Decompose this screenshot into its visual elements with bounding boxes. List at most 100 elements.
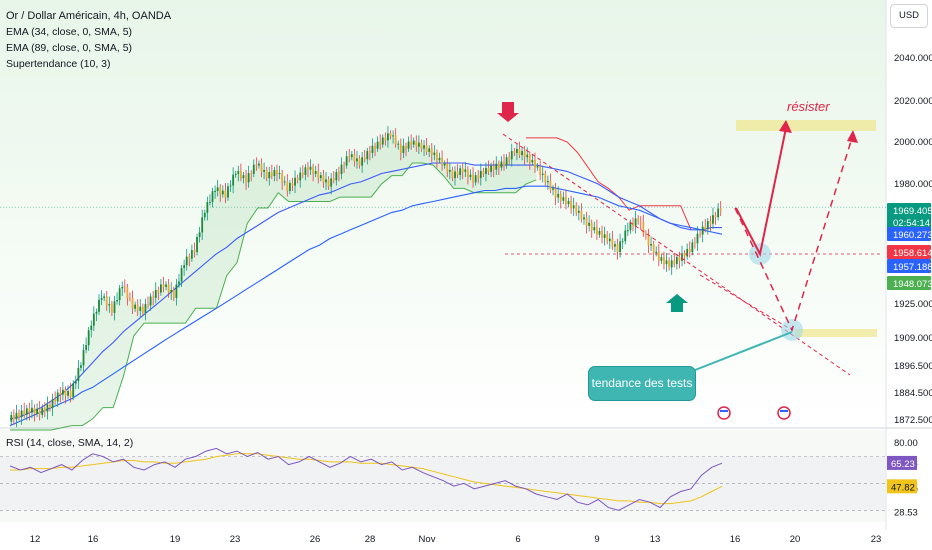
candle-body: [639, 221, 642, 223]
candle-body: [497, 163, 500, 168]
candle-body: [642, 222, 645, 234]
time-tick-label: 16: [730, 534, 741, 545]
candle-body: [46, 404, 49, 412]
candle-body: [157, 289, 160, 293]
candle-body: [108, 304, 111, 306]
price-tick-label: 1884.500: [894, 388, 932, 399]
drawings[interactable]: [497, 102, 880, 420]
candle-body: [252, 164, 255, 174]
candle-body: [521, 151, 523, 156]
price-tick-label: 2020.000: [894, 96, 932, 107]
candle-body: [448, 169, 451, 172]
price-tick-label: 1925.000: [894, 299, 932, 310]
candle-body: [224, 190, 227, 198]
indicator-ema89[interactable]: EMA (89, close, 0, SMA, 5): [6, 42, 133, 54]
ema89-line: [9, 185, 723, 427]
price-axis[interactable]: 2040.000 2020.000 2000.000 1980.000 1925.000…: [894, 53, 932, 426]
candle-body: [456, 171, 459, 175]
currency-button[interactable]: USD: [890, 4, 928, 28]
candle-body: [694, 242, 696, 244]
candle-body: [516, 148, 518, 153]
candle-body: [474, 175, 477, 183]
candle-body: [466, 169, 469, 178]
trend-test-callout: tendance des tests: [588, 366, 696, 401]
candle-body: [549, 180, 552, 190]
resistance-label: résister: [787, 99, 830, 114]
candle-body: [379, 141, 382, 145]
candle-body: [185, 256, 188, 266]
candle-body: [570, 201, 572, 209]
candle-body: [77, 367, 80, 382]
candle-body: [619, 241, 622, 253]
candle-body: [523, 151, 526, 158]
time-tick-label: 16: [88, 534, 99, 545]
candle-body: [691, 242, 694, 253]
candle-body: [162, 284, 165, 287]
candle-body: [245, 175, 247, 183]
candle-body: [330, 178, 333, 187]
candle-body: [681, 253, 683, 261]
candle-body: [299, 172, 302, 181]
candle-body: [384, 137, 387, 141]
candle-body: [276, 169, 278, 174]
price-label-countdown: 02:54:14: [893, 218, 930, 229]
candle-body: [353, 154, 356, 162]
candle-body: [567, 201, 570, 205]
candle-body: [443, 163, 446, 166]
candle-body: [361, 157, 364, 166]
candle-body: [518, 148, 521, 156]
candle-body: [160, 284, 162, 293]
candle-body: [237, 170, 240, 174]
up-arrow-icon: [666, 294, 688, 312]
candle-body: [350, 154, 353, 158]
candle-body: [593, 227, 596, 231]
candle-body: [572, 205, 575, 209]
symbol-title[interactable]: Or / Dollar Américain, 4h, OANDA: [6, 10, 172, 22]
candle-body: [417, 142, 420, 147]
candle-body: [438, 157, 441, 161]
candle-body: [505, 157, 508, 166]
ema34-line: [9, 162, 722, 420]
candle-body: [366, 151, 369, 160]
price-label-bg: [887, 259, 931, 273]
rsi-signal-line: [10, 453, 723, 505]
candle-body: [203, 212, 206, 218]
candle-body: [595, 227, 598, 235]
support-zone: [795, 329, 877, 337]
candle-body: [603, 234, 606, 238]
candle-body: [363, 157, 366, 160]
time-tick-label: 20: [790, 534, 801, 545]
candle-body: [294, 177, 296, 186]
candle-body: [265, 169, 268, 179]
candle-body: [340, 164, 343, 174]
time-tick-label: 26: [310, 534, 321, 545]
price-label-bg: [887, 276, 931, 290]
candle-body: [428, 148, 431, 152]
candle-body: [387, 133, 389, 141]
candle-body: [175, 284, 178, 298]
economic-event-icon: [777, 406, 791, 420]
rsi-value-label-bg: [887, 455, 917, 470]
rsi-indicator-label[interactable]: RSI (14, close, SMA, 14, 2): [6, 437, 134, 449]
candle-body: [644, 233, 647, 235]
candle-body: [134, 304, 137, 309]
chart-legend: Or / Dollar Américain, 4h, OANDA EMA (34…: [6, 8, 171, 72]
price-tick-label: 1872.500: [894, 415, 932, 426]
indicator-ema34[interactable]: EMA (34, close, 0, SMA, 5): [6, 26, 133, 38]
candle-body: [588, 222, 591, 226]
candle-body: [201, 217, 204, 233]
price-tick-label: 1896.500: [894, 361, 932, 372]
candle-body: [317, 170, 320, 179]
candle-body: [198, 232, 201, 238]
candle-body: [105, 296, 108, 306]
candle-body: [405, 145, 407, 149]
time-axis[interactable]: 12 16 19 23 26 28 Nov 6 9 13 16 20 23: [30, 534, 882, 545]
candle-body: [562, 197, 565, 201]
candle-body: [291, 183, 294, 186]
candle-body: [82, 349, 85, 366]
indicator-supertrend[interactable]: Supertendance (10, 3): [6, 58, 111, 70]
down-arrow-icon: [497, 102, 519, 122]
price-tick-label: 2040.000: [894, 53, 932, 64]
candle-body: [673, 260, 676, 265]
